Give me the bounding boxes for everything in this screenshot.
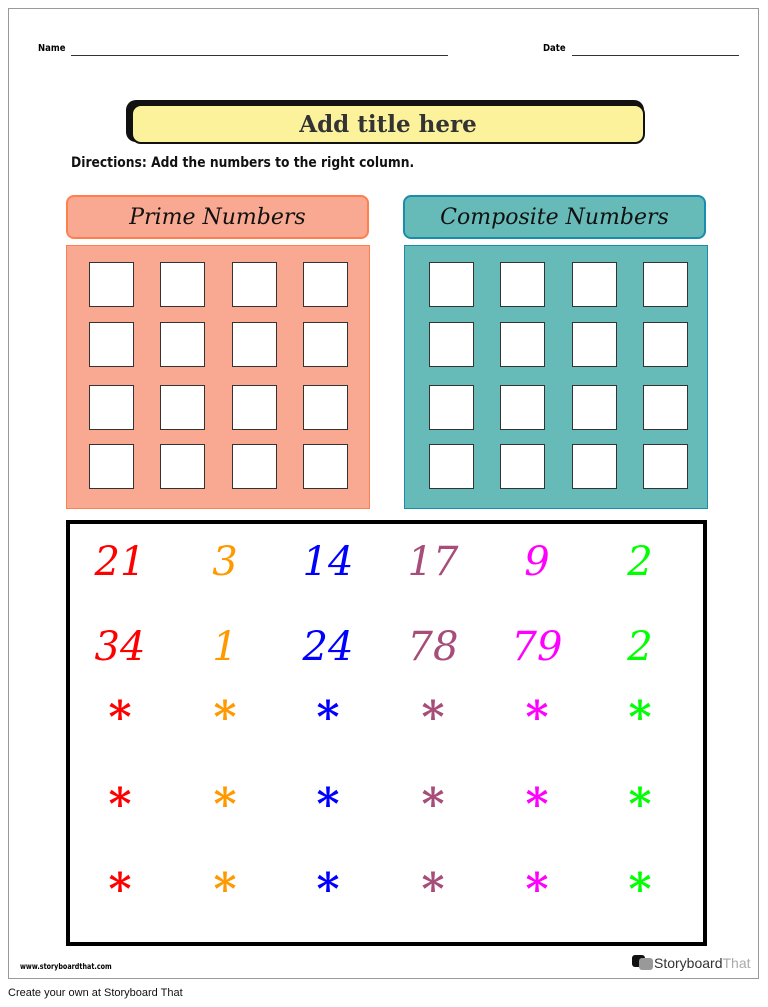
answer-box[interactable] [572,262,617,307]
answer-box[interactable] [500,444,545,489]
placeholder-asterisk[interactable]: * [108,864,132,915]
answer-box[interactable] [429,385,474,430]
answer-box[interactable] [89,444,134,489]
answer-box[interactable] [643,385,688,430]
brand-light-text: That [722,955,751,971]
speech-bubbles-icon [632,955,653,970]
number-tile[interactable]: 1 [212,624,238,670]
answer-box[interactable] [303,322,348,367]
number-tile[interactable]: 79 [511,624,563,670]
number-tile[interactable]: 14 [302,539,354,585]
placeholder-asterisk[interactable]: * [316,864,340,915]
number-tile[interactable]: 17 [407,539,459,585]
answer-box[interactable] [303,385,348,430]
answer-box[interactable] [160,262,205,307]
answer-box[interactable] [643,262,688,307]
number-tile[interactable]: 2 [627,539,653,585]
placeholder-asterisk[interactable]: * [421,692,445,743]
directions: Directions: Add the numbers to the right… [71,155,415,171]
placeholder-asterisk[interactable]: * [628,864,652,915]
placeholder-asterisk[interactable]: * [421,779,445,830]
create-link[interactable]: Create your own at Storyboard That [8,987,183,999]
answer-box[interactable] [643,444,688,489]
worksheet-title[interactable]: Add title here [131,104,645,144]
number-tile[interactable]: 3 [212,539,238,585]
number-tile[interactable]: 21 [94,539,146,585]
answer-box[interactable] [429,262,474,307]
answer-box[interactable] [572,444,617,489]
answer-box[interactable] [303,262,348,307]
answer-grid-prime [66,245,370,509]
answer-box[interactable] [89,262,134,307]
placeholder-asterisk[interactable]: * [213,779,237,830]
placeholder-asterisk[interactable]: * [316,692,340,743]
placeholder-asterisk[interactable]: * [628,779,652,830]
placeholder-asterisk[interactable]: * [628,692,652,743]
placeholder-asterisk[interactable]: * [525,779,549,830]
date-line[interactable] [572,55,739,56]
placeholder-asterisk[interactable]: * [213,692,237,743]
placeholder-asterisk[interactable]: * [213,864,237,915]
column-header-prime: Prime Numbers [66,195,369,239]
footer-url: www.storyboardthat.com [20,962,112,971]
answer-box[interactable] [160,322,205,367]
answer-box[interactable] [303,444,348,489]
placeholder-asterisk[interactable]: * [108,779,132,830]
answer-box[interactable] [429,444,474,489]
answer-box[interactable] [232,385,277,430]
answer-box[interactable] [572,385,617,430]
answer-grid-composite [404,245,708,509]
column-header-composite: Composite Numbers [403,195,706,239]
brand-main-text: Storyboard [654,955,723,971]
number-bank: 21 3 14 17 9 2 34 1 24 78 79 2 * * * * * * * * * * * * * * * * * * [66,520,707,946]
answer-box[interactable] [500,322,545,367]
number-tile[interactable]: 9 [524,539,550,585]
answer-box[interactable] [500,262,545,307]
answer-box[interactable] [572,322,617,367]
worksheet-page [8,8,759,979]
answer-box[interactable] [89,385,134,430]
answer-box[interactable] [429,322,474,367]
placeholder-asterisk[interactable]: * [525,692,549,743]
number-tile[interactable]: 78 [407,624,459,670]
answer-box[interactable] [232,262,277,307]
answer-box[interactable] [500,385,545,430]
storyboardthat-logo: Storyboard That [632,954,751,972]
answer-box[interactable] [160,385,205,430]
number-tile[interactable]: 34 [94,624,146,670]
number-tile[interactable]: 2 [627,624,653,670]
placeholder-asterisk[interactable]: * [525,864,549,915]
answer-box[interactable] [643,322,688,367]
answer-box[interactable] [89,322,134,367]
date-label: Date [543,43,566,54]
number-tile[interactable]: 24 [302,624,354,670]
placeholder-asterisk[interactable]: * [108,692,132,743]
answer-box[interactable] [232,444,277,489]
placeholder-asterisk[interactable]: * [316,779,340,830]
name-label: Name [38,43,66,54]
name-line[interactable] [71,55,448,56]
answer-box[interactable] [232,322,277,367]
answer-box[interactable] [160,444,205,489]
placeholder-asterisk[interactable]: * [421,864,445,915]
